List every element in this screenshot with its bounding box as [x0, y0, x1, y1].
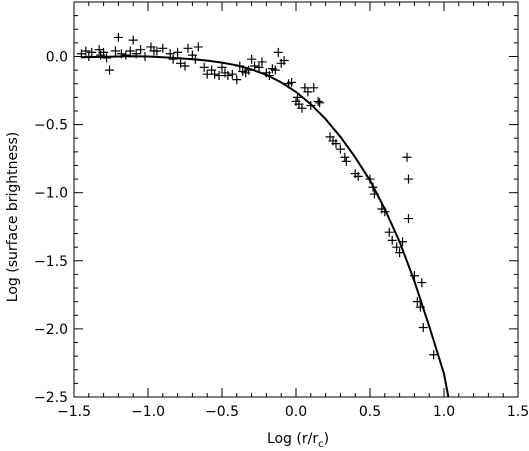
data-point-plus [81, 46, 91, 56]
data-point-plus [331, 139, 341, 149]
data-point-plus [110, 46, 120, 56]
data-point-plus [214, 71, 224, 81]
data-point-plus [417, 278, 427, 288]
data-point-plus [287, 77, 297, 87]
data-point-plus [158, 43, 168, 53]
x-tick-label: 1.5 [507, 404, 529, 420]
data-point-plus [365, 174, 375, 184]
data-point-plus [113, 32, 123, 42]
data-point-plus [102, 53, 112, 63]
data-point-plus [105, 65, 115, 75]
data-point-plus [402, 152, 412, 162]
data-point-plus [384, 227, 394, 237]
x-axis-ticks: −1.5 −1.0 −0.5 0.0 0.5 1.0 1.5 [57, 2, 529, 420]
data-point-plus [341, 156, 351, 166]
data-point-plus [303, 87, 313, 97]
data-point-plus [429, 350, 439, 360]
data-point-plus [368, 182, 378, 192]
data-point-plus [353, 171, 363, 181]
data-point-plus [392, 242, 402, 252]
data-point-plus [264, 71, 274, 81]
data-point-plus [173, 47, 183, 57]
x-tick-label: 0.0 [285, 404, 307, 420]
data-point-plus [183, 43, 193, 53]
data-point-plus [136, 45, 146, 55]
data-point-plus [418, 323, 428, 333]
data-point-plus [270, 65, 280, 75]
data-point-plus [340, 152, 350, 162]
data-point-plus [121, 50, 131, 60]
model-curve [81, 55, 450, 398]
y-tick-label: −0.5 [34, 118, 68, 134]
data-point-plus [398, 237, 408, 247]
data-point-plus [309, 83, 319, 93]
x-axis-title: Log (r/rc) [267, 431, 329, 450]
x-tick-label: 0.5 [359, 404, 381, 420]
model-curve-line [81, 55, 450, 398]
data-point-plus [250, 61, 260, 71]
y-tick-label: −2.5 [34, 390, 68, 406]
data-point-plus [232, 75, 242, 85]
data-point-plus [223, 71, 233, 81]
data-point-plus [140, 51, 150, 61]
data-point-plus [165, 49, 175, 59]
data-point-plus [254, 62, 264, 72]
data-point-plus [409, 271, 419, 281]
data-point-plus [128, 35, 138, 45]
data-point-plus [87, 47, 97, 57]
data-point-plus [387, 235, 397, 245]
data-point-plus [297, 103, 307, 113]
data-point-plus [193, 42, 203, 52]
data-point-plus [335, 144, 345, 154]
plot-frame [73, 1, 519, 398]
data-point-plus [210, 69, 220, 79]
y-tick-label: −2.0 [34, 322, 68, 338]
y-axis-title: Log (surface brightness) [5, 132, 21, 302]
data-point-plus [395, 248, 405, 258]
data-point-plus [99, 47, 109, 57]
x-tick-label: −1.5 [57, 404, 91, 420]
data-points [76, 32, 439, 360]
data-point-plus [199, 62, 209, 72]
y-tick-label: 0.0 [46, 49, 68, 65]
y-axis-ticks: 0.0 −0.5 −1.0 −1.5 −2.0 −2.5 [34, 1, 518, 406]
data-point-plus [257, 57, 267, 67]
y-tick-label: −1.0 [34, 186, 68, 202]
data-point-plus [315, 98, 325, 108]
data-point-plus [403, 174, 413, 184]
data-point-plus [168, 54, 178, 64]
data-point-plus [244, 65, 254, 75]
data-point-plus [116, 49, 126, 59]
data-point-plus [227, 69, 237, 79]
data-point-plus [131, 49, 141, 59]
data-point-plus [125, 46, 135, 56]
data-point-plus [217, 62, 227, 72]
y-tick-label: −1.5 [34, 254, 68, 270]
x-tick-label: 1.0 [433, 404, 455, 420]
data-point-plus [292, 92, 302, 102]
data-point-plus [369, 189, 379, 199]
x-tick-label: −0.5 [205, 404, 239, 420]
plot-border [73, 1, 519, 398]
data-point-plus [380, 207, 390, 217]
data-point-plus [313, 96, 323, 106]
data-point-plus [180, 61, 190, 71]
x-tick-label: −1.0 [131, 404, 165, 420]
data-point-plus [190, 54, 200, 64]
data-point-plus [152, 46, 162, 56]
data-point-plus [403, 214, 413, 224]
data-point-plus [412, 297, 422, 307]
data-point-plus [415, 302, 425, 312]
data-point-plus [235, 61, 245, 71]
data-point-plus [279, 56, 289, 66]
data-point-plus [247, 54, 257, 64]
data-point-plus [306, 101, 316, 111]
data-point-plus [273, 47, 283, 57]
